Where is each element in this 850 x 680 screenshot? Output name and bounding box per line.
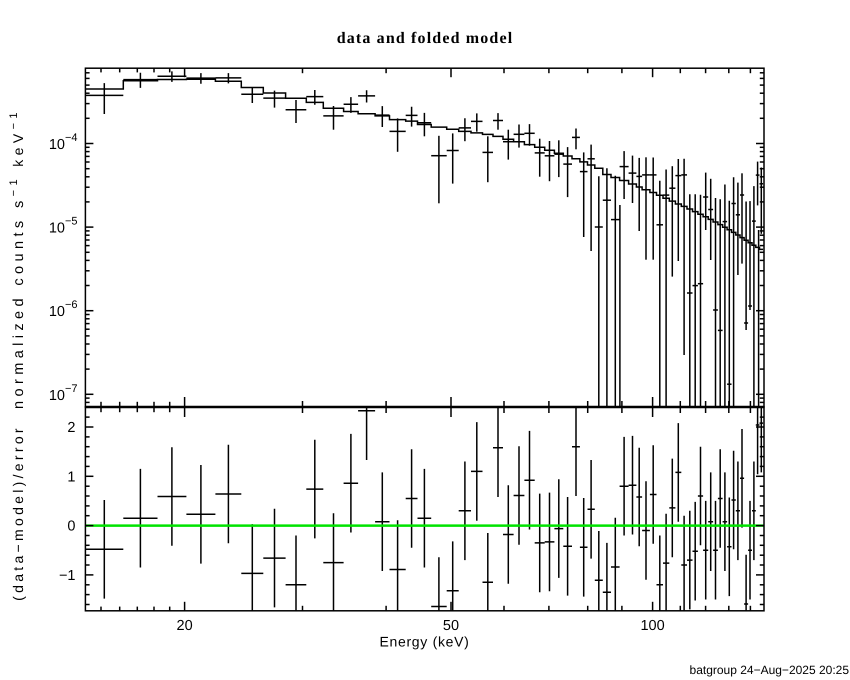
svg-text:20: 20 xyxy=(177,618,193,634)
svg-text:−1: −1 xyxy=(59,568,76,584)
svg-text:2: 2 xyxy=(67,420,75,436)
svg-text:batgroup 24−Aug−2025 20:25: batgroup 24−Aug−2025 20:25 xyxy=(690,663,850,677)
svg-text:data and folded model: data and folded model xyxy=(337,30,514,47)
svg-text:normalized counts s−1 keV−1: normalized counts s−1 keV−1 xyxy=(8,108,27,409)
svg-text:(data−model)/error: (data−model)/error xyxy=(10,425,26,601)
svg-text:1: 1 xyxy=(67,469,75,485)
svg-text:Energy (keV): Energy (keV) xyxy=(379,634,469,650)
svg-text:50: 50 xyxy=(443,618,459,634)
svg-text:100: 100 xyxy=(640,618,664,634)
svg-text:0: 0 xyxy=(67,519,75,535)
